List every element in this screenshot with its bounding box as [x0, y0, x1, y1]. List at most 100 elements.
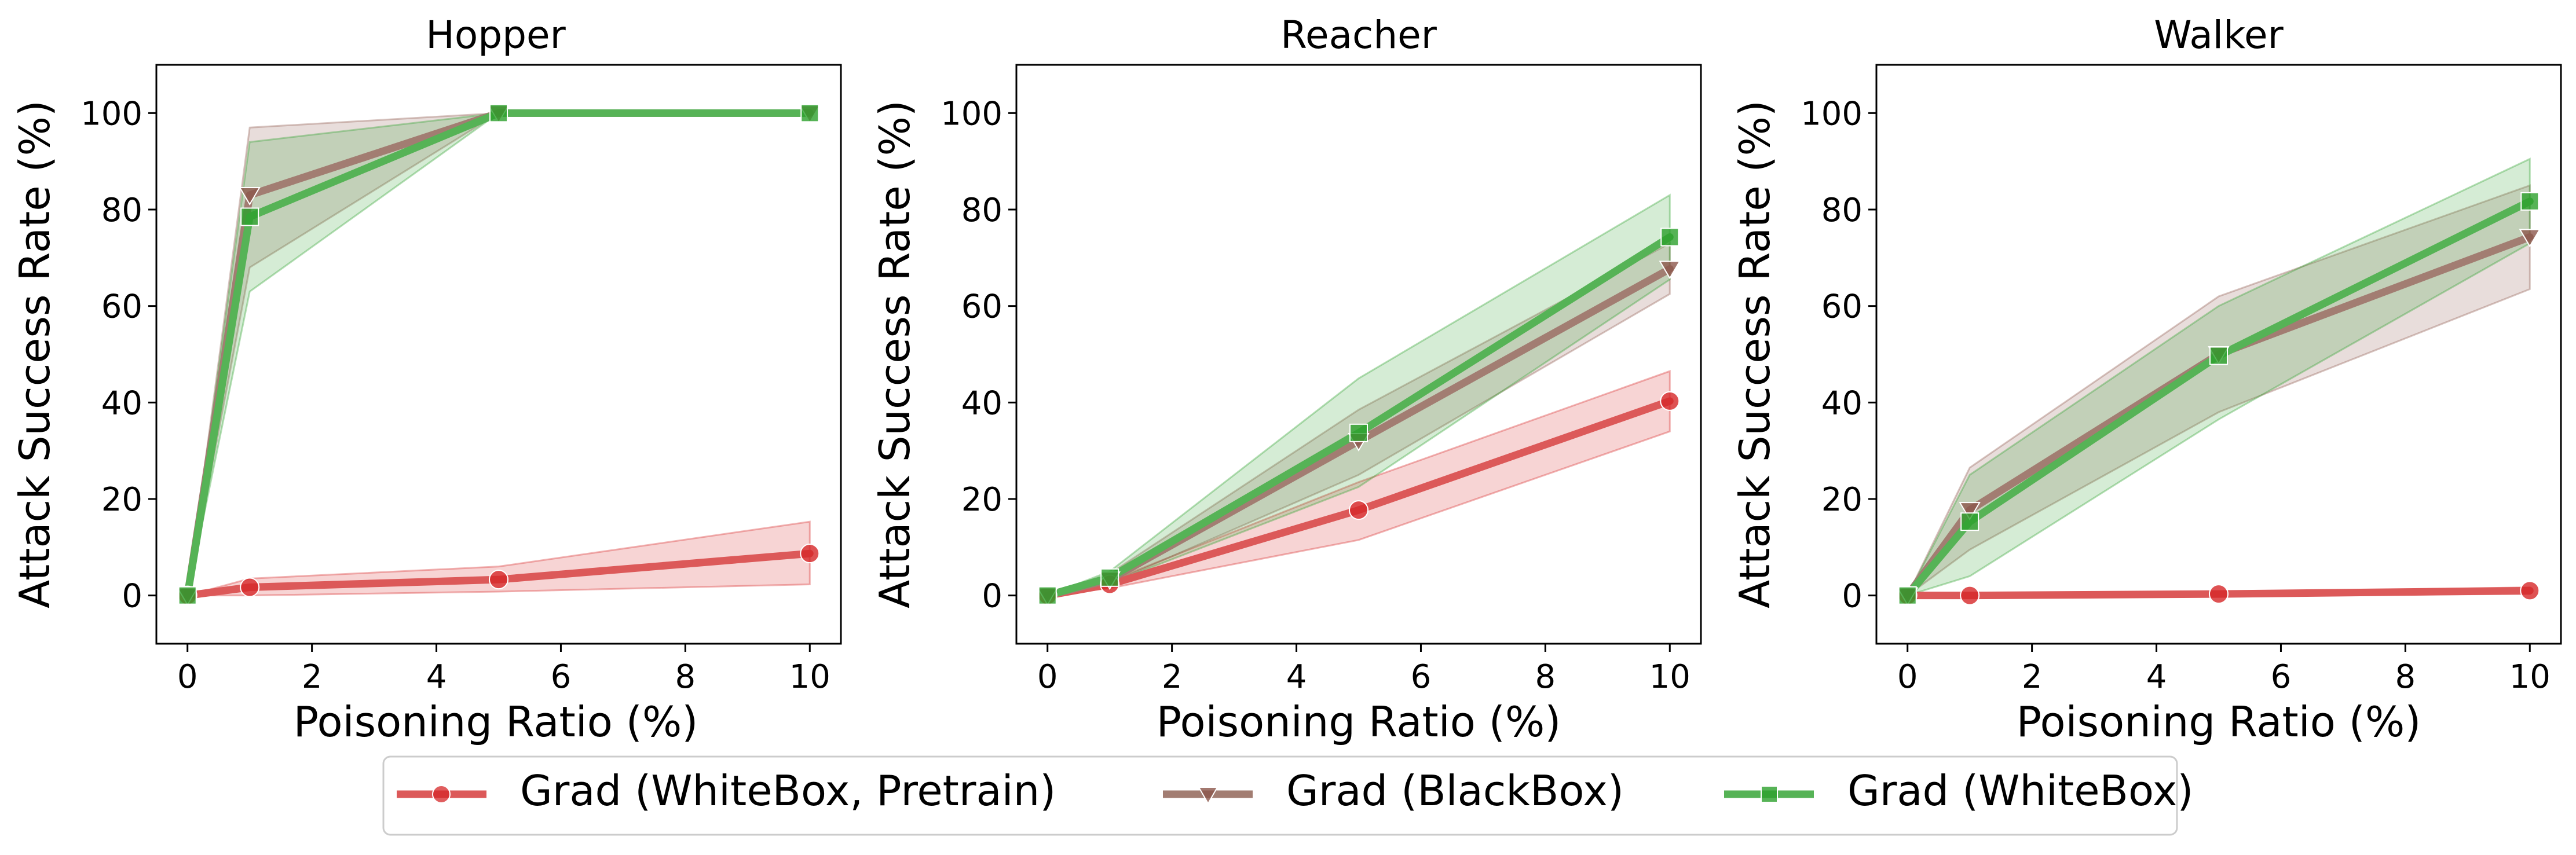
data-point-circle: [240, 577, 260, 597]
data-point-square: [800, 104, 819, 123]
y-tick-label: 100: [1801, 95, 1863, 133]
series-markers: [176, 104, 821, 606]
data-point-square: [1349, 423, 1368, 442]
y-tick-label: 80: [1821, 192, 1863, 229]
series-lines: [1904, 197, 2534, 600]
y-axis-label: Attack Success Rate (%): [870, 100, 919, 608]
y-tick-label: 40: [101, 384, 142, 422]
x-tick-label: 8: [675, 658, 696, 696]
series-markers: [1036, 227, 1681, 606]
y-axis-ticks: 0 20 40 60 80 100: [1801, 95, 1876, 615]
series-line: [184, 549, 814, 600]
triangle-marker-icon: [1198, 787, 1219, 805]
subplot-title: Reacher: [1280, 13, 1437, 57]
data-point-square: [178, 586, 197, 605]
data-point-square: [240, 207, 259, 226]
y-axis-label: Attack Success Rate (%): [10, 100, 59, 608]
data-point-triangle: [2519, 229, 2541, 248]
x-tick-label: 10: [2509, 658, 2551, 696]
data-point-circle: [1660, 391, 1680, 411]
confidence-bands: [1905, 157, 2531, 597]
series-line: [1044, 233, 1674, 600]
y-tick-label: 80: [101, 192, 142, 229]
x-tick-label: 0: [1897, 658, 1918, 696]
confidence-band: [186, 112, 810, 596]
data-point-triangle: [1659, 260, 1681, 280]
y-tick-label: 0: [982, 578, 1002, 615]
data-point-circle: [1960, 585, 1980, 606]
confidence-band: [186, 112, 810, 596]
plot-frame: [1875, 64, 2562, 645]
x-axis-ticks: 0 2 4 6 8 10: [1037, 644, 1690, 696]
x-tick-label: 8: [2395, 658, 2416, 696]
legend-entry-whitebox-pretrain: Grad (WhiteBox, Pretrain): [397, 766, 1056, 815]
x-axis-label: Poisoning Ratio (%): [2017, 698, 2421, 746]
x-tick-label: 6: [2271, 658, 2292, 696]
series-line: [184, 109, 814, 600]
data-point-square: [1960, 512, 1979, 531]
data-point-circle: [2520, 581, 2540, 601]
legend-frame: [382, 755, 2178, 836]
x-tick-label: 10: [1649, 658, 1690, 696]
x-axis-label: Poisoning Ratio (%): [1157, 698, 1561, 746]
subplot-hopper: Hopper 0 20 40 60 80 100 0 2 4 6 8 10 Poisoning Ra…: [10, 13, 842, 746]
legend-entry-blackbox: Grad (BlackBox): [1163, 766, 1624, 815]
x-tick-label: 6: [551, 658, 572, 696]
series-lines: [1044, 233, 1674, 600]
x-tick-label: 2: [2022, 658, 2043, 696]
circle-marker-icon: [432, 785, 451, 803]
data-point-circle: [800, 544, 820, 564]
x-tick-label: 2: [1162, 658, 1183, 696]
x-tick-label: 6: [1411, 658, 1432, 696]
data-point-square: [2520, 192, 2540, 211]
data-point-square: [2209, 346, 2228, 365]
x-tick-label: 10: [789, 658, 830, 696]
data-point-triangle: [1959, 502, 1981, 521]
x-tick-label: 4: [426, 658, 447, 696]
subplot-walker: Walker 0 20 40 60 80 100 0 2 4 6 8 10 Poisoning Ra…: [1730, 13, 2562, 746]
x-tick-label: 0: [177, 658, 198, 696]
series-line: [1904, 197, 2534, 600]
y-tick-label: 20: [961, 481, 1002, 519]
data-point-square: [1038, 586, 1057, 605]
y-tick-label: 60: [1821, 288, 1863, 326]
y-tick-label: 0: [1842, 578, 1863, 615]
y-tick-label: 100: [941, 95, 1002, 133]
x-tick-label: 4: [1286, 658, 1307, 696]
y-tick-label: 40: [1821, 384, 1863, 422]
data-point-triangle: [239, 187, 261, 206]
y-tick-label: 60: [101, 288, 142, 326]
y-tick-label: 40: [961, 384, 1002, 422]
data-point-circle: [2209, 584, 2229, 604]
x-tick-label: 0: [1037, 658, 1058, 696]
y-axis-ticks: 0 20 40 60 80 100: [941, 95, 1016, 615]
series-markers: [1896, 192, 2541, 606]
series-line: [184, 109, 814, 600]
y-tick-label: 0: [122, 578, 142, 615]
data-point-square: [1898, 586, 1917, 605]
plot-frame: [155, 64, 842, 645]
y-axis-label: Attack Success Rate (%): [1730, 100, 1779, 608]
legend-entry-whitebox: Grad (WhiteBox): [1724, 766, 2193, 815]
x-tick-label: 8: [1535, 658, 1556, 696]
subplot-title: Hopper: [426, 13, 566, 57]
legend: Grad (WhiteBox, Pretrain) Grad (BlackBox…: [382, 755, 2193, 836]
x-tick-label: 2: [302, 658, 323, 696]
data-point-circle: [1349, 500, 1368, 520]
data-point-circle: [489, 570, 508, 590]
confidence-bands: [1047, 193, 1671, 597]
legend-label: Grad (WhiteBox, Pretrain): [520, 766, 1056, 815]
y-tick-label: 20: [1821, 481, 1863, 519]
subplot-title: Walker: [2154, 13, 2284, 57]
y-axis-ticks: 0 20 40 60 80 100: [80, 95, 156, 615]
y-tick-label: 100: [80, 95, 142, 133]
plot-frame: [1015, 64, 1702, 645]
square-marker-icon: [1761, 786, 1778, 803]
subplot-reacher: Reacher 0 20 40 60 80 100 0 2 4 6 8 10 Poisoning R…: [870, 13, 1702, 746]
series-lines: [184, 109, 814, 600]
confidence-band: [1905, 157, 2531, 597]
data-point-square: [1100, 568, 1119, 587]
y-tick-label: 80: [961, 192, 1002, 229]
y-tick-label: 20: [101, 481, 142, 519]
